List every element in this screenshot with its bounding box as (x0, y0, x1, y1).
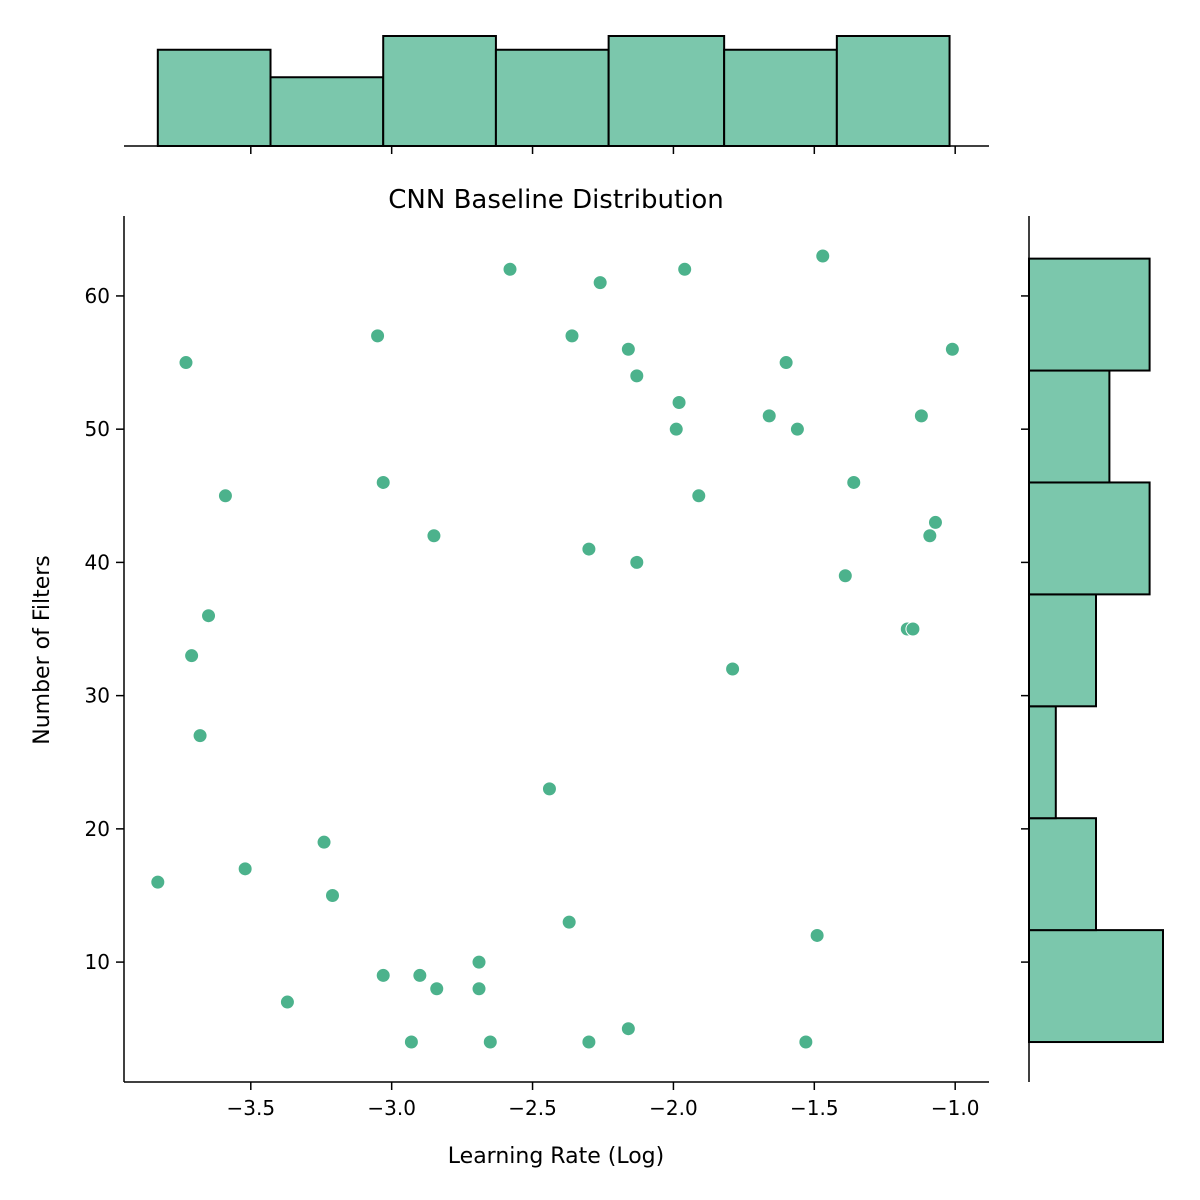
x-tick-label: −3.0 (367, 1096, 416, 1120)
data-point (671, 395, 687, 411)
y-histogram-bar (1028, 369, 1111, 484)
data-point (471, 981, 487, 997)
y-histogram-bar (1028, 593, 1097, 708)
data-point (922, 528, 938, 544)
x-histogram-bar (835, 35, 951, 147)
y-tick-label: 60 (85, 284, 110, 308)
data-point (370, 328, 386, 344)
data-point (429, 981, 445, 997)
data-point (913, 408, 929, 424)
data-point (471, 954, 487, 970)
x-histogram-bar (723, 48, 838, 147)
data-point (809, 927, 825, 943)
x-tick-label: −1.0 (931, 1096, 980, 1120)
right-marginal-histogram (1021, 216, 1164, 1082)
data-point (184, 648, 200, 664)
data-point (815, 248, 831, 264)
data-point (375, 967, 391, 983)
x-tick-label: −2.5 (508, 1096, 557, 1120)
x-histogram-bar (382, 35, 497, 147)
x-histogram-bar (269, 76, 385, 147)
data-point (375, 474, 391, 490)
data-point (192, 728, 208, 744)
data-point (541, 781, 557, 797)
y-histogram-bar (1028, 257, 1151, 372)
data-point (316, 834, 332, 850)
y-histogram-bar (1028, 705, 1057, 820)
data-point (564, 328, 580, 344)
y-tick-label: 20 (85, 817, 110, 841)
data-point (905, 621, 921, 637)
y-histogram-bar (1028, 817, 1097, 932)
data-point (178, 355, 194, 371)
chart-title: CNN Baseline Distribution (388, 185, 724, 215)
x-histogram-bar (494, 48, 610, 147)
data-point (403, 1034, 419, 1050)
y-histogram-bar (1028, 929, 1164, 1044)
y-tick-label: 50 (85, 417, 110, 441)
data-point (279, 994, 295, 1010)
x-axis-title: Learning Rate (Log) (448, 1144, 664, 1169)
data-point (482, 1034, 498, 1050)
y-tick-label: 10 (85, 950, 110, 974)
top-marginal-histogram (124, 35, 989, 154)
x-histogram-bar (607, 35, 726, 147)
data-point (927, 514, 943, 530)
data-point (502, 261, 518, 277)
x-tick-label: −3.5 (227, 1096, 276, 1120)
data-point (677, 261, 693, 277)
data-point (629, 554, 645, 570)
data-point (668, 421, 684, 437)
data-point (426, 528, 442, 544)
data-point (629, 368, 645, 384)
data-point (325, 887, 341, 903)
x-histogram-bar (156, 48, 272, 147)
y-histogram-bar (1028, 481, 1151, 596)
data-point (725, 661, 741, 677)
y-axis-title: Number of Filters (30, 555, 55, 745)
data-point (592, 275, 608, 291)
y-tick-label: 40 (85, 550, 110, 574)
x-tick-label: −2.0 (649, 1096, 698, 1120)
data-point (837, 568, 853, 584)
data-point (761, 408, 777, 424)
data-point (581, 1034, 597, 1050)
data-point (581, 541, 597, 557)
data-point (846, 474, 862, 490)
y-tick-label: 30 (85, 684, 110, 708)
data-point (798, 1034, 814, 1050)
data-point (778, 355, 794, 371)
data-point (150, 874, 166, 890)
data-point (620, 1021, 636, 1037)
data-point (217, 488, 233, 504)
x-tick-label: −1.5 (790, 1096, 839, 1120)
data-point (691, 488, 707, 504)
data-point (620, 341, 636, 357)
data-point (789, 421, 805, 437)
scatter-plot: −3.5 −3.0 −2.5 −2.0 −1.5 −1.0 10 20 30 40 50 60 (85, 216, 989, 1120)
data-point (237, 861, 253, 877)
data-point (201, 608, 217, 624)
data-point (944, 341, 960, 357)
data-point (561, 914, 577, 930)
data-point (412, 967, 428, 983)
